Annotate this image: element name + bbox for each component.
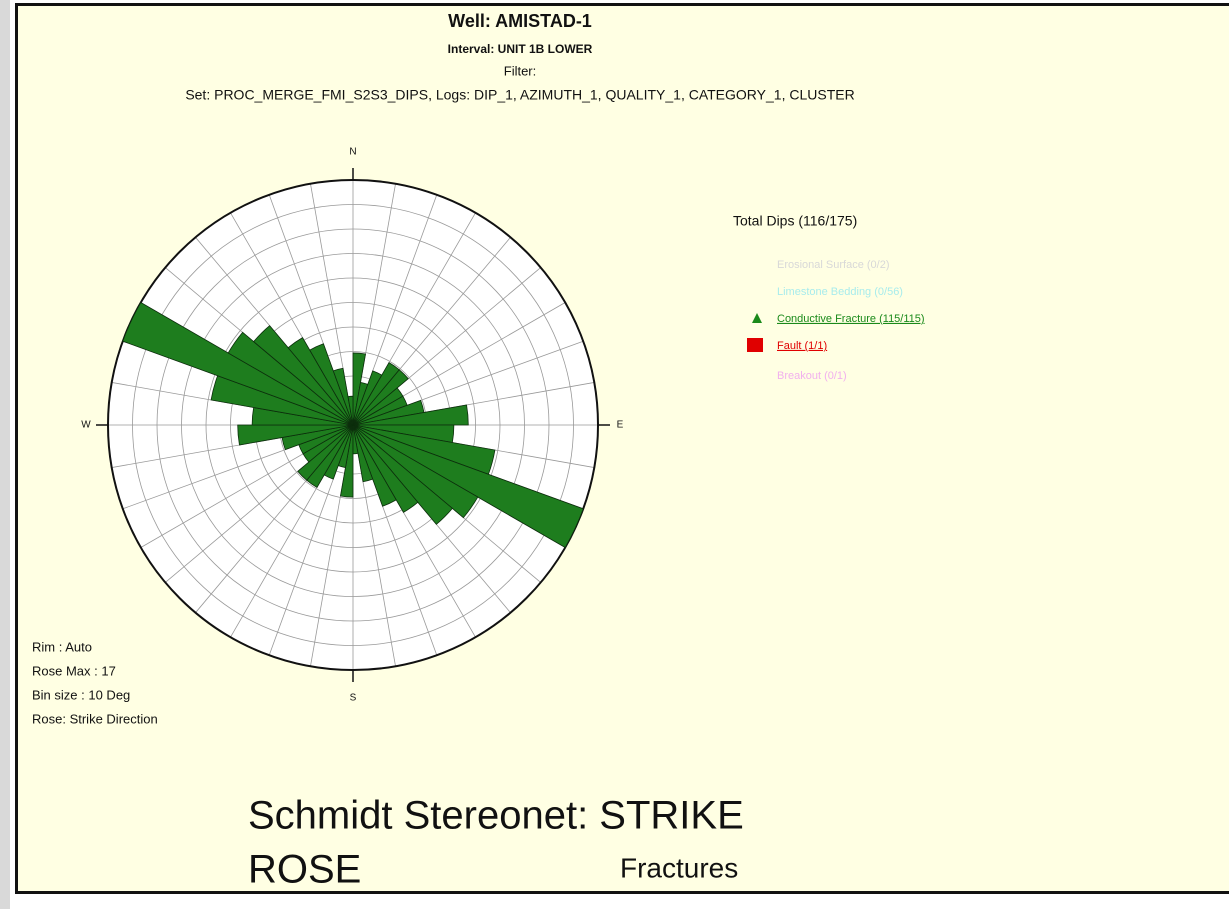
legend-entry: Fault (1/1) [777,340,827,352]
petal [352,424,479,519]
direction-label: N [349,147,356,158]
legend-entry: Limestone Bedding (0/56) [777,286,903,298]
note: Rim : Auto [32,639,92,654]
subtitle: Interval: UNIT 1B LOWER [448,42,593,56]
petal [287,337,354,426]
legend-marker [752,313,762,323]
note: Rose: Strike Direction [32,711,158,726]
petal [352,369,409,426]
petal [352,424,584,549]
petal [352,424,397,507]
petal [332,367,354,426]
note: Rose Max : 17 [32,663,116,678]
legend-entry: Breakout (0/1) [777,370,847,382]
petal [297,424,354,481]
petal [352,424,374,483]
legend-entry: Erosional Surface (0/2) [777,259,890,271]
caption-note: Fractures [620,852,738,883]
petal [309,343,354,426]
legend-marker [747,338,763,352]
subtitle: Filter: [504,63,537,78]
petal [347,395,354,426]
direction-label: S [350,693,357,704]
legend-title: Total Dips (116/175) [733,213,857,229]
petal [237,424,354,446]
caption: Schmidt Stereonet: STRIKE [248,794,744,838]
side-strip [0,0,10,909]
direction-label: W [81,420,91,431]
petal [253,325,354,426]
note: Bin size : 10 Deg [32,687,130,702]
petal [352,404,469,426]
subtitle: Set: PROC_MERGE_FMI_S2S3_DIPS, Logs: DIP… [185,87,854,103]
petal [352,424,419,513]
chart-title: Well: AMISTAD-1 [448,11,592,31]
petal [122,301,354,426]
petal [352,424,453,525]
direction-label: E [617,420,624,431]
petal [227,331,354,426]
caption: ROSE [248,848,361,892]
petal [352,424,359,455]
legend-entry: Conductive Fracture (115/115) [777,313,925,325]
